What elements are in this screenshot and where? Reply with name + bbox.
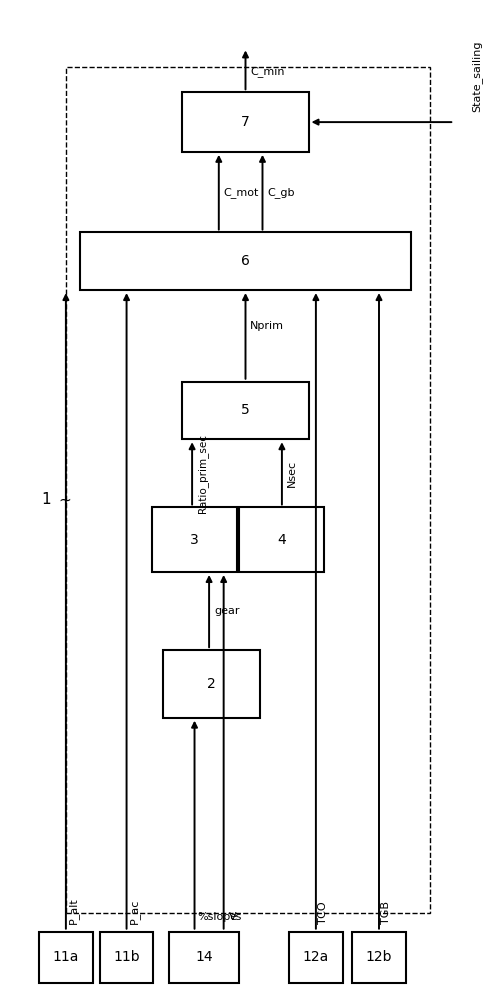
Text: 12a: 12a [303,950,329,964]
Text: C_mot: C_mot [224,187,259,198]
Text: 11b: 11b [113,950,140,964]
Text: 2: 2 [207,677,216,691]
Text: 7: 7 [241,115,250,129]
Text: 1: 1 [42,492,52,507]
Text: 3: 3 [190,533,199,547]
Text: Ratio_prim_sec: Ratio_prim_sec [197,434,208,513]
Bar [289,932,343,983]
Text: 6: 6 [241,254,250,268]
Text: 14: 14 [195,950,213,964]
Text: TCO: TCO [318,901,328,924]
Bar [100,932,153,983]
Bar [81,232,410,290]
Text: 11a: 11a [53,950,79,964]
Bar [66,67,430,913]
Text: TGB: TGB [382,901,391,924]
Bar [39,932,93,983]
Bar [353,932,406,983]
Bar [169,932,240,983]
Text: Nsec: Nsec [287,460,297,487]
Text: P_alt: P_alt [68,897,79,924]
Bar [152,507,237,572]
Text: 5: 5 [241,403,250,418]
Bar [240,507,325,572]
Text: %slope: %slope [197,912,237,922]
Text: 12b: 12b [366,950,392,964]
Bar [182,382,309,439]
Text: C_min: C_min [250,66,285,77]
Text: State_sailing: State_sailing [471,41,482,112]
Text: 4: 4 [277,533,286,547]
Bar [182,92,309,152]
Text: P_ac: P_ac [129,898,140,924]
Text: gear: gear [214,606,240,616]
Text: C_gb: C_gb [267,187,295,198]
Text: Vs: Vs [228,912,242,922]
Text: Nprim: Nprim [250,321,284,331]
Bar [163,650,260,718]
Text: ~: ~ [58,492,71,507]
